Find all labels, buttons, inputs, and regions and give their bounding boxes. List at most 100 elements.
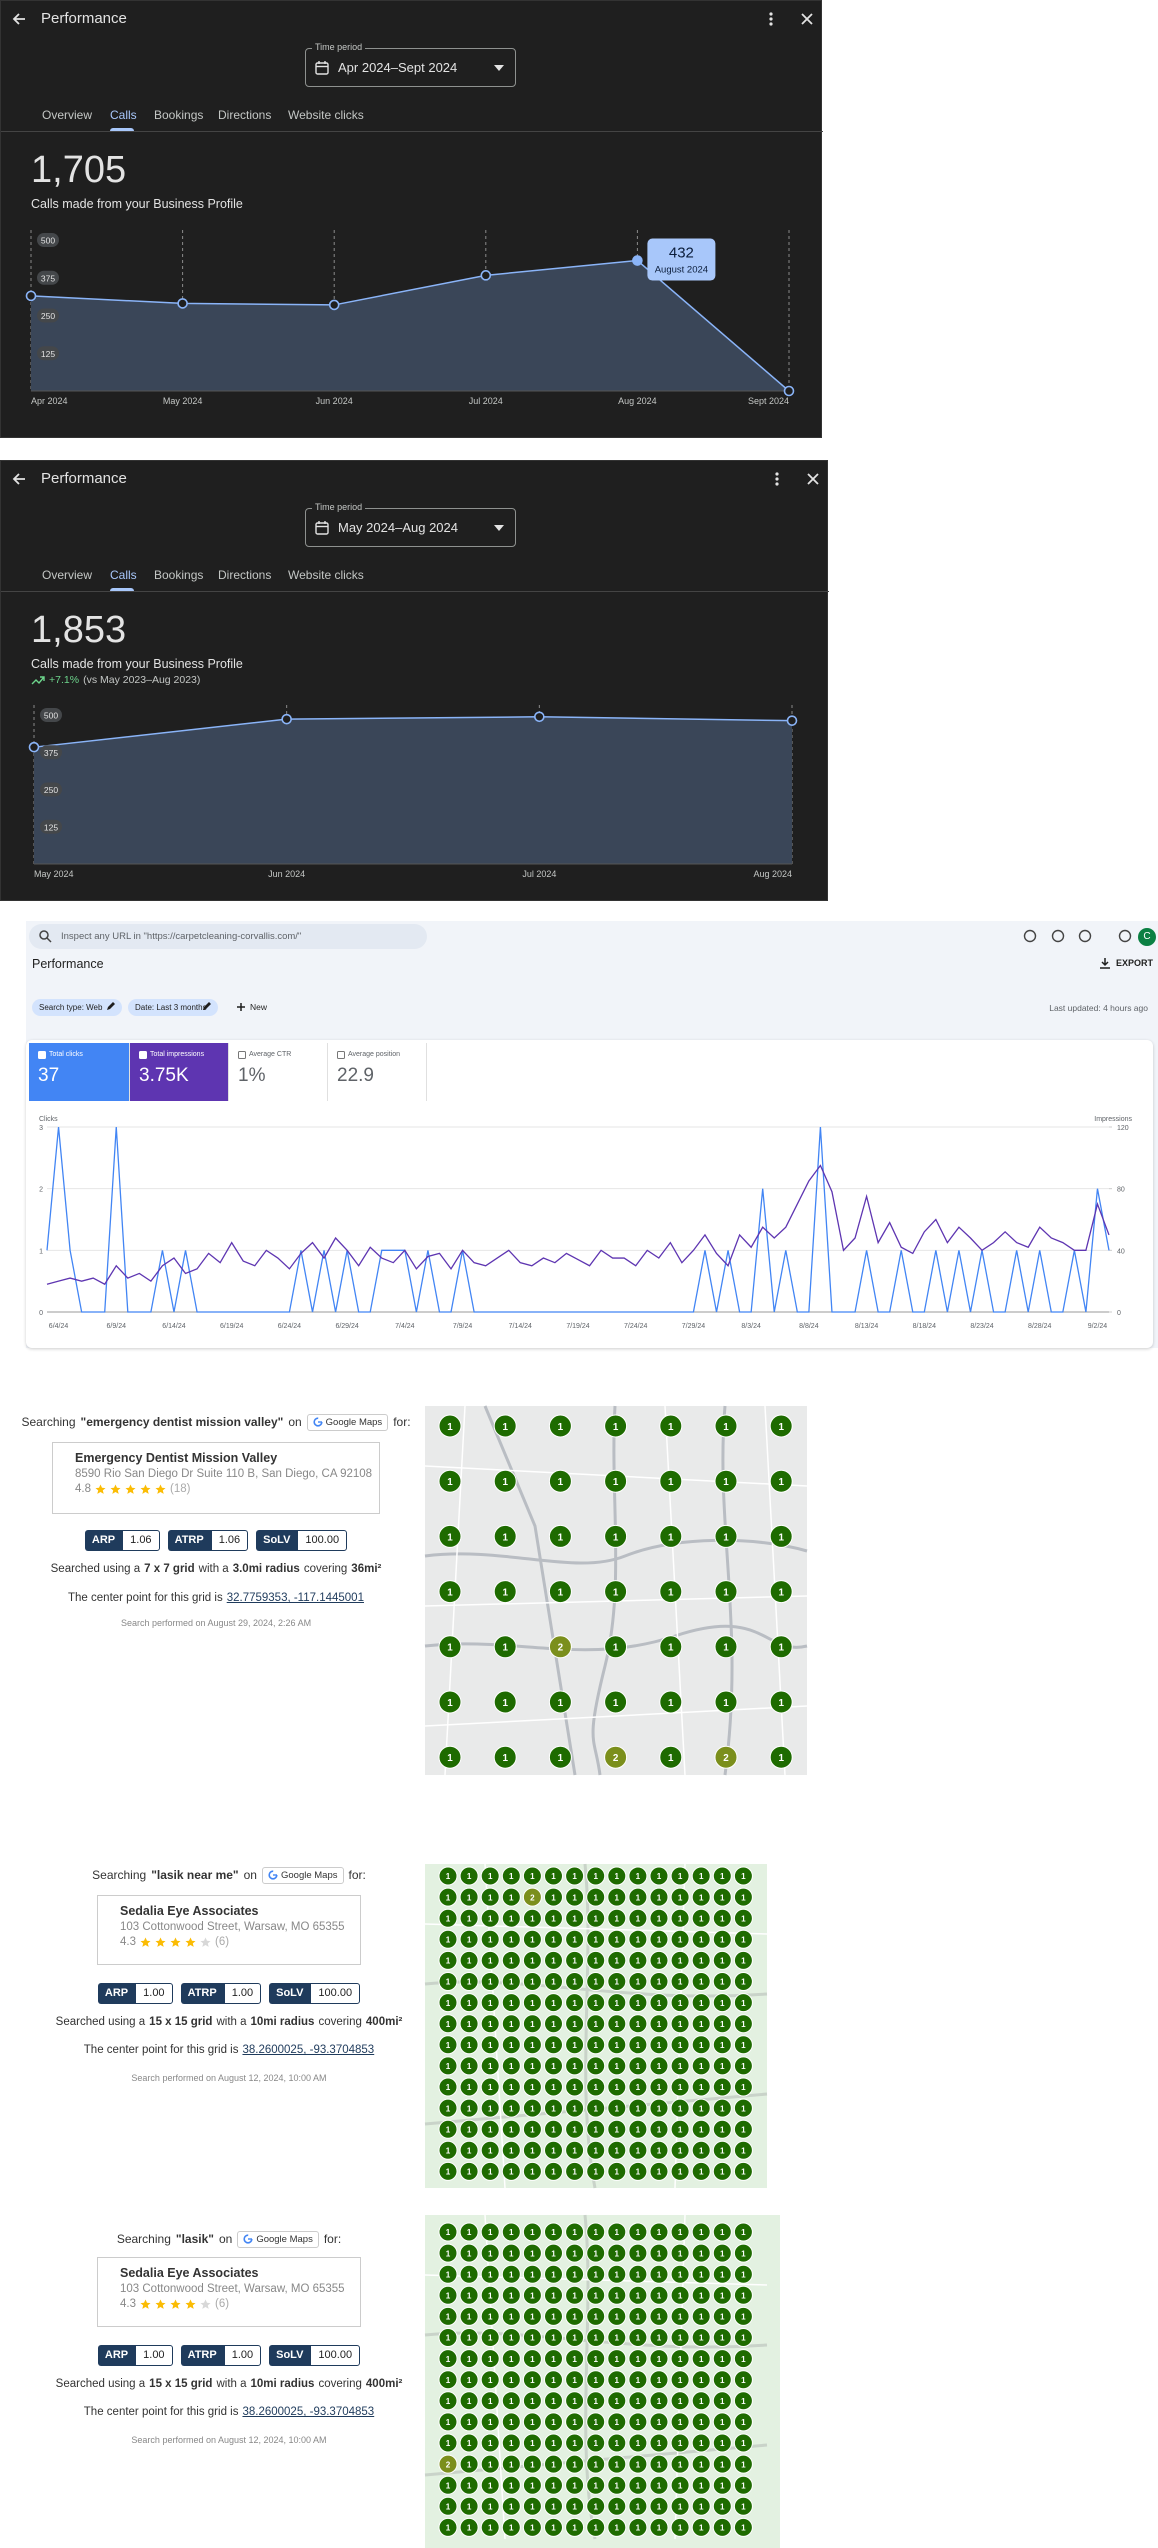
- rank-value: 1: [593, 2291, 598, 2300]
- business-card: Emergency Dentist Mission Valley 8590 Rio…: [52, 1442, 380, 1514]
- tab[interactable]: Calls: [110, 108, 137, 131]
- rank-pin: [659, 1469, 683, 1493]
- rank-pin: [522, 1887, 542, 1907]
- business-address: 103 Cottonwood Street, Warsaw, MO 65355: [120, 2283, 345, 2295]
- rank-value: 1: [488, 2481, 493, 2490]
- tab[interactable]: Directions: [218, 568, 272, 582]
- export-button[interactable]: EXPORT: [1116, 958, 1154, 968]
- rank-pin: [544, 1908, 563, 1928]
- star: [155, 1937, 166, 1947]
- rank-value: 1: [613, 1422, 619, 1433]
- rank-value: 1: [593, 2524, 598, 2533]
- tab[interactable]: Website clicks: [288, 108, 364, 122]
- more-button[interactable]: [769, 471, 785, 487]
- add-icon[interactable]: [236, 1002, 246, 1012]
- tab[interactable]: Overview: [42, 108, 93, 122]
- tab[interactable]: Bookings: [154, 108, 204, 122]
- metric-tile[interactable]: Average position 22.9: [328, 1043, 427, 1101]
- rank-value: 1: [720, 2291, 725, 2300]
- trend-icon-part: [31, 676, 45, 685]
- change-value: +7.1%: [49, 674, 80, 686]
- rank-value: 1: [446, 2481, 451, 2490]
- rank-value: 1: [572, 2418, 577, 2427]
- tab[interactable]: Bookings: [154, 568, 204, 582]
- rank-value: 1: [509, 2502, 514, 2511]
- rank-value: 1: [572, 2168, 577, 2177]
- rank-value: 1: [572, 2334, 577, 2343]
- rank-pin: [565, 2161, 585, 2181]
- rank-pin: [691, 2496, 711, 2516]
- rank-value: 1: [615, 2249, 620, 2258]
- toolbar-icon[interactable]: [1118, 929, 1132, 943]
- rank-pin: [459, 2098, 479, 2118]
- more-button-part: [769, 12, 773, 16]
- rank-value: 1: [613, 1587, 619, 1598]
- center-coordinates[interactable]: 38.2600025, -93.3704853: [242, 2406, 375, 2418]
- rank-pin: [438, 1635, 462, 1659]
- rank-pin: [628, 2140, 648, 2160]
- close-button[interactable]: [805, 471, 821, 487]
- rank-value: 1: [615, 2083, 620, 2092]
- time-period-value: Apr 2024–Sept 2024: [338, 60, 458, 75]
- tab[interactable]: Website clicks: [288, 568, 364, 582]
- rank-pin: [607, 1950, 627, 1970]
- rank-value: 1: [741, 1999, 746, 2008]
- rank-pin: [691, 2077, 711, 2097]
- rank-pin: [544, 2328, 563, 2347]
- metric-tile[interactable]: Total impressions 3.75K: [130, 1043, 229, 1101]
- rank-pin: [501, 2328, 521, 2347]
- center-coordinates[interactable]: 32.7759353, -117.1445001: [226, 1592, 364, 1604]
- search-placeholder: Inspect any URL in "https://carpetcleani…: [61, 931, 302, 942]
- close-button[interactable]: [799, 11, 815, 27]
- rank-value: 1: [446, 2104, 451, 2113]
- rank-pin: [607, 2161, 627, 2181]
- toolbar-icon[interactable]: [1078, 929, 1092, 943]
- rank-value: 1: [530, 2376, 535, 2385]
- rank-value: 1: [741, 2125, 746, 2134]
- rank-value: 1: [678, 2125, 683, 2134]
- export-icon[interactable]: [1099, 957, 1111, 969]
- filter-chip[interactable]: Search type: Web: [32, 999, 122, 1016]
- more-button[interactable]: [763, 11, 779, 27]
- toolbar-icon[interactable]: [1023, 929, 1037, 943]
- rank-pin: [604, 1414, 628, 1438]
- query-line: Searching "lasik near me" on Google Maps for…: [0, 1865, 529, 1885]
- rank-pin: [649, 2517, 669, 2537]
- filter-chip[interactable]: Date: Last 3 months: [128, 999, 218, 1016]
- toolbar-icon-part: [1078, 929, 1092, 943]
- toolbar-icon[interactable]: [1051, 929, 1065, 943]
- rank-pin: [544, 2412, 563, 2432]
- rank-value: 1: [467, 1957, 472, 1966]
- time-period-select[interactable]: Time period May 2024–Aug 2024: [305, 502, 516, 547]
- tab[interactable]: Overview: [42, 568, 93, 582]
- time-period-select[interactable]: Time period Apr 2024–Sept 2024: [305, 42, 516, 87]
- rank-value: 1: [657, 1999, 662, 2008]
- rank-pin: [714, 1580, 738, 1604]
- rank-value: 1: [551, 2083, 556, 2092]
- rank-value: 1: [467, 2502, 472, 2511]
- url-inspect-search[interactable]: Inspect any URL in "https://carpetcleani…: [29, 924, 427, 949]
- metric-tile[interactable]: Average CTR 1%: [229, 1043, 328, 1101]
- rank-pin: [628, 2243, 648, 2263]
- rank-value: 2: [723, 1753, 729, 1764]
- rank-value: 1: [572, 1893, 577, 1902]
- rank-pin: [544, 1950, 563, 1970]
- back-button[interactable]: [11, 471, 27, 487]
- rank-value: 1: [530, 1978, 535, 1987]
- rank-pin: [565, 2140, 585, 2160]
- back-button[interactable]: [11, 11, 27, 27]
- rank-value: 1: [467, 2168, 472, 2177]
- new-filter[interactable]: New: [250, 1002, 268, 1012]
- rank-value: 1: [699, 1999, 704, 2008]
- rank-pin: [607, 2328, 627, 2347]
- rank-pin: [586, 1972, 606, 1991]
- avatar[interactable]: C: [1138, 928, 1156, 946]
- rank-pin: [733, 2264, 753, 2284]
- center-coordinates[interactable]: 38.2600025, -93.3704853: [242, 2044, 375, 2056]
- rank-pin: [565, 2035, 585, 2055]
- rank-value: 1: [678, 1872, 683, 1881]
- tab[interactable]: Directions: [218, 108, 272, 122]
- rank-value: 1: [572, 2397, 577, 2406]
- metric-tile[interactable]: Total clicks 37: [29, 1043, 130, 1101]
- tab[interactable]: Calls: [110, 568, 137, 591]
